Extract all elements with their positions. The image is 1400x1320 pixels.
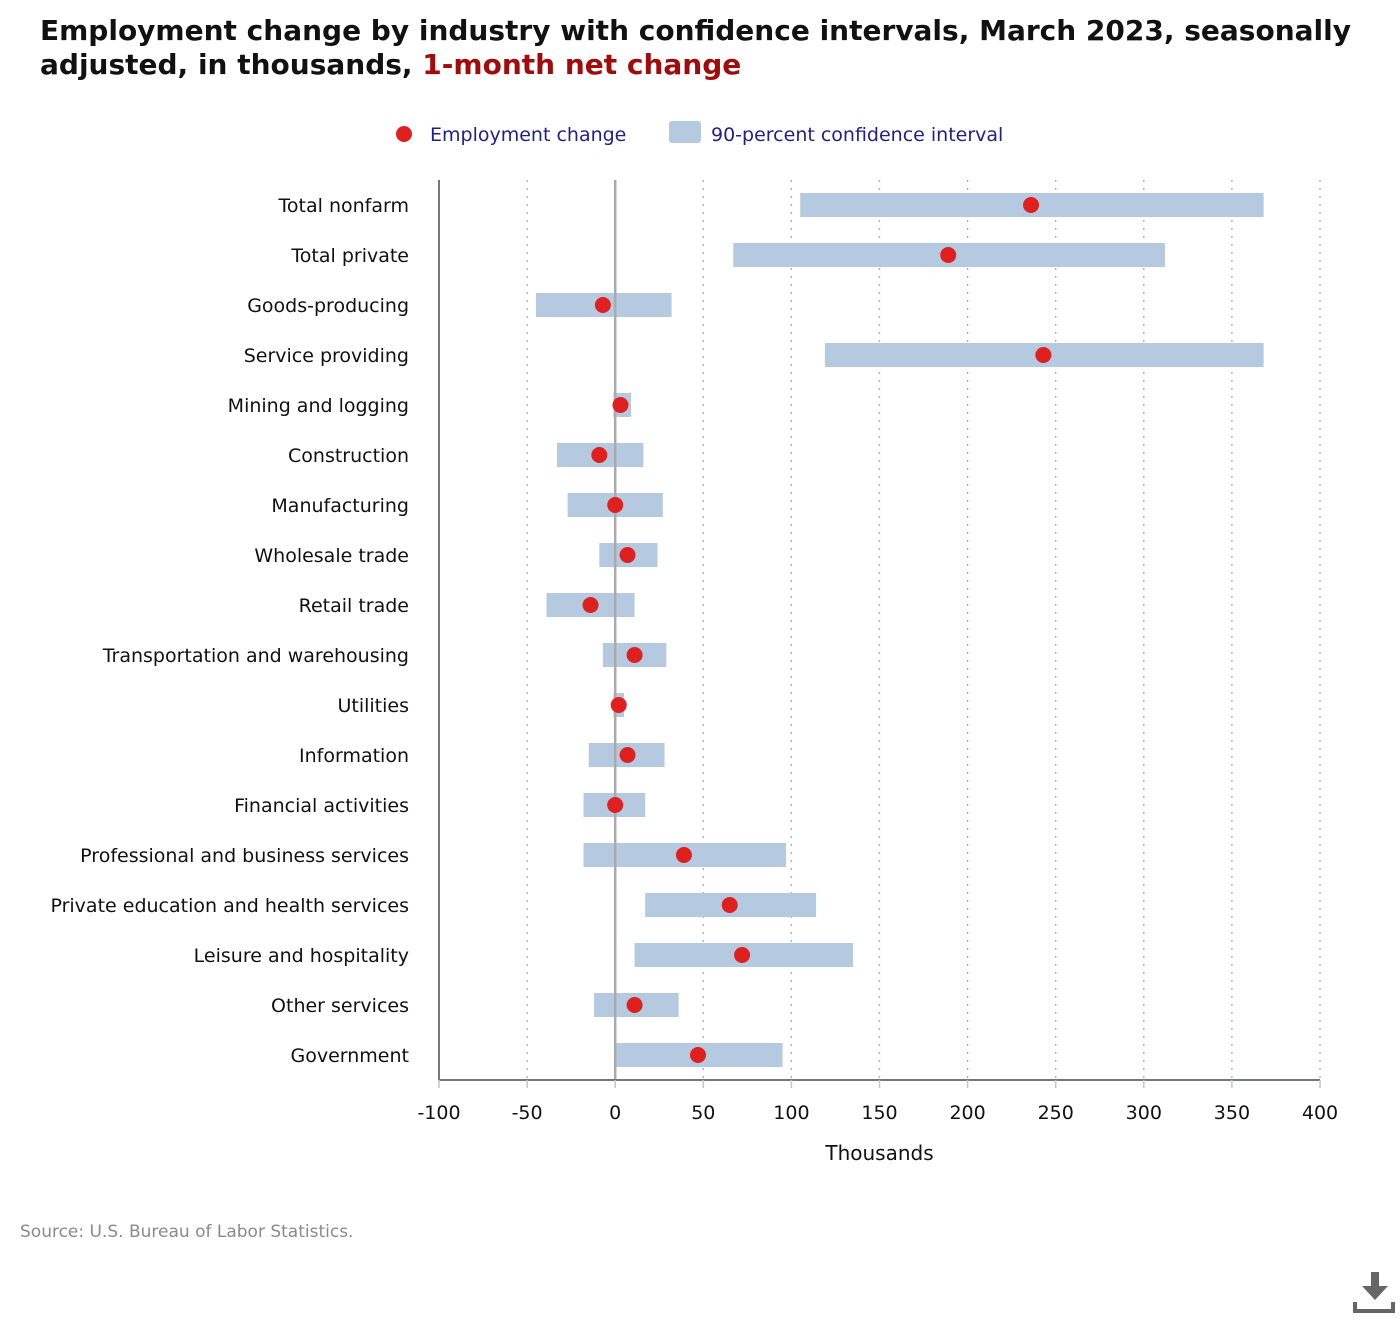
category-labels: Total nonfarm Total private Goods-producin… <box>50 195 409 1067</box>
x-tick-label: 200 <box>949 1102 985 1124</box>
legend-label-point: Employment change <box>430 124 626 146</box>
x-tick-label: -50 <box>512 1102 543 1124</box>
category-label: Total nonfarm <box>278 195 409 217</box>
category-label: Goods-producing <box>247 295 409 317</box>
x-tick-label: 250 <box>1038 1102 1074 1124</box>
employment-change-point <box>619 747 636 763</box>
employment-change-point <box>675 847 692 863</box>
confidence-intervals <box>535 193 1264 1067</box>
chart-title-main: Employment change by industry with confi… <box>40 14 1351 81</box>
category-label: Private education and health services <box>50 895 409 917</box>
x-axis-label: Thousands <box>824 1141 933 1165</box>
employment-change-point <box>612 397 629 413</box>
employment-change-point <box>607 797 624 813</box>
employment-change-point <box>582 597 599 613</box>
download-button[interactable] <box>1352 1270 1396 1314</box>
employment-change-point <box>619 547 636 563</box>
employment-change-point <box>591 447 608 463</box>
x-tick-label: 50 <box>691 1102 715 1124</box>
employment-change-point <box>721 897 738 913</box>
x-tick-label: 350 <box>1214 1102 1250 1124</box>
legend-label-interval: 90-percent confidence interval <box>711 124 1003 146</box>
employment-change-point <box>626 997 643 1013</box>
chart-title: Employment change by industry with confi… <box>40 14 1360 82</box>
x-tick-labels: -100 -50 0 50 100 150 200 250 300 350 400 <box>417 1102 1338 1124</box>
category-label: Government <box>291 1045 410 1067</box>
x-tick-label: 400 <box>1302 1102 1338 1124</box>
category-label: Other services <box>271 995 409 1017</box>
chart-title-highlight: 1-month net change <box>422 48 742 81</box>
employment-change-point <box>940 247 957 263</box>
category-label: Transportation and warehousing <box>102 645 409 667</box>
category-label: Total private <box>290 245 409 267</box>
legend: Employment change 90-percent confidence i… <box>396 121 1003 146</box>
x-tick-label: 300 <box>1126 1102 1162 1124</box>
category-label: Manufacturing <box>271 495 409 517</box>
legend-marker-point <box>396 126 412 142</box>
category-label: Construction <box>288 445 409 467</box>
x-tick-label: 150 <box>861 1102 897 1124</box>
category-label: Retail trade <box>299 595 409 617</box>
x-tick-label: 100 <box>773 1102 809 1124</box>
x-tick-label: 0 <box>609 1102 621 1124</box>
category-label: Wholesale trade <box>254 545 409 567</box>
employment-change-point <box>607 497 624 513</box>
category-label: Professional and business services <box>80 845 409 867</box>
category-label: Service providing <box>244 345 409 367</box>
employment-change-point <box>610 697 627 713</box>
source-note: Source: U.S. Bureau of Labor Statistics. <box>20 1222 354 1242</box>
category-label: Utilities <box>337 695 409 717</box>
category-label: Financial activities <box>234 795 409 817</box>
employment-change-point <box>1035 347 1052 363</box>
category-label: Mining and logging <box>228 395 409 417</box>
category-label: Information <box>299 745 409 767</box>
download-icon <box>1353 1272 1395 1313</box>
employment-change-point <box>690 1047 707 1063</box>
chart: Employment change 90-percent confidence i… <box>50 121 1338 1165</box>
x-tick-label: -100 <box>417 1102 460 1124</box>
employment-change-point <box>594 297 611 313</box>
axes <box>438 180 1321 1088</box>
legend-marker-interval <box>669 121 701 143</box>
employment-change-point <box>626 647 643 663</box>
employment-change-point <box>734 947 751 963</box>
grid <box>526 180 1321 1080</box>
category-label: Leisure and hospitality <box>194 945 409 967</box>
employment-change-points <box>582 197 1052 1063</box>
employment-change-point <box>1023 197 1040 213</box>
